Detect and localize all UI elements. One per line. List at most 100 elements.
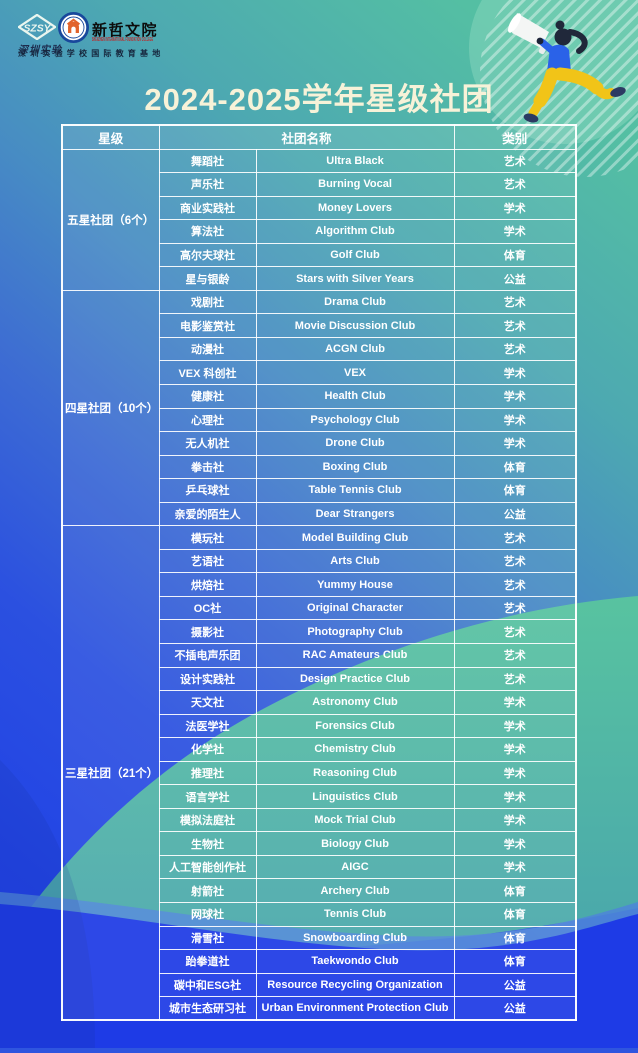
club-category-cell: 学术 <box>453 713 577 739</box>
club-cn-cell: 算法社 <box>158 219 257 244</box>
club-cn-cell: 射箭社 <box>158 878 257 903</box>
club-en-cell: Movie Discussion Club <box>255 313 455 338</box>
club-cn-cell: 摄影社 <box>158 619 257 644</box>
club-en-cell: Drama Club <box>255 289 455 315</box>
table-row: 城市生态研习社 Urban Environment Protection Club… <box>62 996 577 1021</box>
club-en-cell: Golf Club <box>255 242 455 268</box>
club-category-cell: 艺术 <box>453 666 577 692</box>
club-en-cell: Urban Environment Protection Club <box>255 996 455 1021</box>
table-header-row: 星级 社团名称 类别 <box>61 124 577 150</box>
table-row: 五星社团（6个） 舞蹈社 Ultra Black 艺术 <box>61 148 577 291</box>
club-category-cell: 公益 <box>453 972 577 998</box>
club-category-cell: 艺术 <box>453 572 577 597</box>
table-row: 摄影社 Photography Club 艺术 <box>62 619 577 644</box>
club-cn-cell: 烘焙社 <box>158 572 257 597</box>
club-cn-cell: 商业实践社 <box>158 195 257 221</box>
club-cn-cell: 艺语社 <box>158 548 257 574</box>
club-cn-cell: 无人机社 <box>158 431 257 456</box>
club-cn-cell: 模拟法庭社 <box>158 807 257 833</box>
table-row: 化学社 Chemistry Club 学术 <box>62 737 577 762</box>
page-title: 2024-2025学年星级社团 <box>144 82 494 117</box>
table-row: 推理社 Reasoning Club 学术 <box>62 760 577 786</box>
szsy-logo-icon: SZSY <box>18 14 56 40</box>
table-row: 拳击社 Boxing Club 体育 <box>62 454 577 480</box>
club-category-cell: 学术 <box>453 195 577 221</box>
svg-text:SZSY: SZSY <box>23 23 51 34</box>
club-cn-cell: 健康社 <box>158 383 257 409</box>
club-cn-cell: 亲爱的陌生人 <box>158 501 257 527</box>
club-cn-cell: 人工智能创作社 <box>158 854 257 880</box>
club-en-cell: Chemistry Club <box>255 737 455 762</box>
club-en-cell: Astronomy Club <box>255 690 455 715</box>
club-cn-cell: 乒乓球社 <box>158 478 257 503</box>
club-category-cell: 公益 <box>453 501 577 527</box>
megaphone-person-illustration <box>508 13 626 123</box>
star-group-cell: 四星社团（10个） <box>61 289 160 527</box>
club-category-cell: 体育 <box>453 949 577 974</box>
star-group-cell: 三星社团（21个） <box>61 525 160 1021</box>
table-row: 人工智能创作社 AIGC 学术 <box>62 854 577 880</box>
club-category-cell: 艺术 <box>453 525 577 550</box>
club-category-cell: 学术 <box>453 219 577 244</box>
table-row: 设计实践社 Design Practice Club 艺术 <box>62 666 577 692</box>
club-en-cell: Reasoning Club <box>255 760 455 786</box>
club-en-cell: Resource Recycling Organization <box>255 972 455 998</box>
club-cn-cell: 化学社 <box>158 737 257 762</box>
szsy-logo-script-name: 深圳实验 <box>18 45 62 56</box>
club-category-cell: 艺术 <box>453 548 577 574</box>
club-en-cell: ACGN Club <box>255 336 455 362</box>
club-cn-cell: 声乐社 <box>158 172 257 197</box>
club-en-cell: AIGC <box>255 854 455 880</box>
club-category-cell: 艺术 <box>453 642 577 668</box>
table-row: 高尔夫球社 Golf Club 体育 <box>62 242 577 268</box>
club-en-cell: Tennis Club <box>255 902 455 927</box>
club-category-cell: 艺术 <box>453 619 577 644</box>
club-cn-cell: 语言学社 <box>158 784 257 809</box>
club-en-cell: Table Tennis Club <box>255 478 455 503</box>
club-category-cell: 学术 <box>453 854 577 880</box>
clubs-table-body: 五星社团（6个） 舞蹈社 Ultra Black 艺术 声乐社 Burning Vocal… <box>61 148 577 1021</box>
club-cn-cell: 拳击社 <box>158 454 257 480</box>
table-row: 声乐社 Burning Vocal 艺术 <box>62 172 577 197</box>
club-cn-cell: 跆拳道社 <box>158 949 257 974</box>
table-row: 心理社 Psychology Club 学术 <box>62 407 577 433</box>
table-row: 星与银龄 Stars with Silver Years 公益 <box>62 266 577 291</box>
club-cn-cell: 设计实践社 <box>158 666 257 692</box>
xinzhe-logo-subtitle: SHENZHEN INTERNATIONAL FOUNDATION COLLEG… <box>92 37 154 43</box>
xinzhe-logo-icon <box>58 12 89 43</box>
club-en-cell: Arts Club <box>255 548 455 574</box>
club-en-cell: Health Club <box>255 383 455 409</box>
club-en-cell: Boxing Club <box>255 454 455 480</box>
club-category-cell: 学术 <box>453 690 577 715</box>
club-en-cell: Burning Vocal <box>255 172 455 197</box>
club-category-cell: 艺术 <box>453 313 577 338</box>
star-group-cell: 五星社团（6个） <box>61 148 160 291</box>
club-en-cell: Taekwondo Club <box>255 949 455 974</box>
club-category-cell: 学术 <box>453 383 577 409</box>
table-row: VEX 科创社 VEX 学术 <box>62 360 577 385</box>
club-cn-cell: 动漫社 <box>158 336 257 362</box>
club-category-cell: 学术 <box>453 431 577 456</box>
club-cn-cell: 生物社 <box>158 831 257 856</box>
club-cn-cell: 网球社 <box>158 902 257 927</box>
club-cn-cell: VEX 科创社 <box>158 360 257 385</box>
star-clubs-table: 星级 社团名称 类别 五星社团（6个） 舞蹈社 Ultra Black 艺术 声乐社 Bu… <box>61 124 578 1022</box>
club-en-cell: Mock Trial Club <box>255 807 455 833</box>
club-category-cell: 体育 <box>453 902 577 927</box>
club-cn-cell: 高尔夫球社 <box>158 242 257 268</box>
xinzhe-logo-name: 新哲文院 <box>92 22 159 39</box>
club-en-cell: Yummy House <box>255 572 455 597</box>
header-logos: SZSY 深圳实验 新哲文院 SHENZHEN INTERNATIONAL FO… <box>18 12 218 62</box>
club-en-cell: Ultra Black <box>255 148 455 174</box>
table-row: 四星社团（10个） 戏剧社 Drama Club 艺术 <box>61 289 577 527</box>
club-en-cell: Algorithm Club <box>255 219 455 244</box>
club-cn-cell: 法医学社 <box>158 713 257 739</box>
table-header: 星级 社团名称 类别 <box>61 124 577 150</box>
club-en-cell: VEX <box>255 360 455 385</box>
table-row: 电影鉴赏社 Movie Discussion Club 艺术 <box>62 313 577 338</box>
club-cn-cell: 天文社 <box>158 690 257 715</box>
club-en-cell: Biology Club <box>255 831 455 856</box>
club-cn-cell: 推理社 <box>158 760 257 786</box>
table-row: 亲爱的陌生人 Dear Strangers 公益 <box>62 501 577 527</box>
club-cn-cell: 城市生态研习社 <box>158 996 257 1021</box>
